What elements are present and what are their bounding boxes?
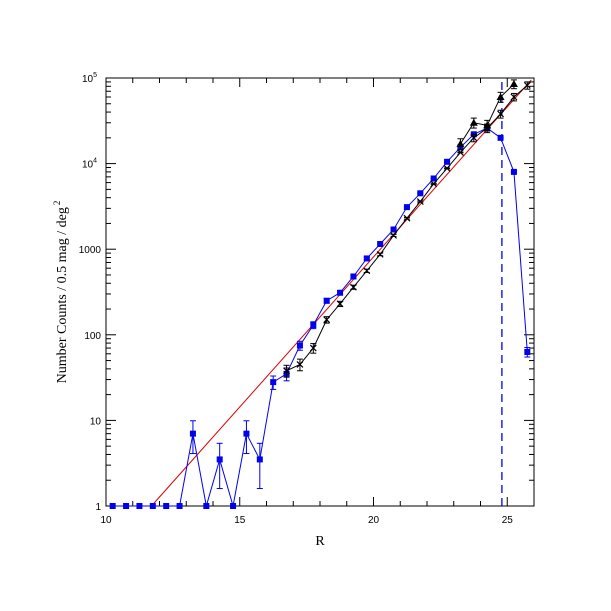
data-point bbox=[496, 92, 505, 100]
data-point bbox=[524, 348, 531, 355]
data-point bbox=[296, 361, 304, 368]
y-tick-label: 1000 bbox=[79, 245, 102, 256]
data-point bbox=[189, 430, 196, 437]
svg-text:Number Counts / 0.5 mag / deg2: Number Counts / 0.5 mag / deg2 bbox=[52, 201, 70, 384]
data-point bbox=[296, 342, 303, 349]
x-tick-label: 20 bbox=[368, 515, 380, 526]
data-point bbox=[363, 267, 371, 275]
data-point bbox=[363, 255, 370, 262]
data-point bbox=[430, 180, 438, 188]
data-point bbox=[283, 367, 290, 375]
data-point bbox=[416, 198, 424, 206]
data-point bbox=[457, 149, 464, 156]
data-point bbox=[149, 503, 156, 509]
series-cross bbox=[283, 81, 531, 378]
series-triangle bbox=[456, 79, 518, 151]
data-point bbox=[470, 134, 478, 142]
data-point bbox=[270, 379, 277, 386]
data-point bbox=[390, 226, 397, 233]
y-tick-label: 104 bbox=[82, 158, 97, 171]
data-point bbox=[377, 241, 384, 248]
y-tick-label: 10 bbox=[90, 416, 102, 427]
plot-area: 10 15 20 25 1 10 100 1000 104 105 bbox=[79, 72, 535, 526]
data-point bbox=[483, 121, 492, 129]
x-tick-label: 15 bbox=[234, 515, 246, 526]
data-point bbox=[310, 322, 317, 329]
series-line bbox=[286, 84, 528, 372]
data-point bbox=[323, 316, 331, 324]
data-point bbox=[403, 214, 411, 222]
data-point bbox=[430, 175, 437, 182]
data-point bbox=[256, 456, 263, 463]
series-line bbox=[460, 83, 515, 145]
data-point bbox=[123, 503, 130, 509]
x-axis-label: R bbox=[315, 534, 325, 549]
data-point bbox=[376, 250, 384, 258]
data-point bbox=[243, 430, 250, 437]
data-point bbox=[203, 503, 210, 509]
data-point bbox=[523, 81, 531, 89]
data-point bbox=[417, 190, 424, 197]
data-point bbox=[403, 204, 410, 211]
data-point bbox=[509, 80, 518, 88]
minor-ticks bbox=[106, 78, 535, 506]
data-point bbox=[469, 118, 478, 126]
data-point bbox=[109, 503, 116, 509]
data-point bbox=[443, 164, 451, 172]
data-point bbox=[456, 139, 465, 147]
data-point bbox=[309, 344, 317, 352]
data-point bbox=[230, 503, 237, 509]
x-tick-label: 25 bbox=[502, 515, 514, 526]
y-axis-label-exponent: 2 bbox=[52, 201, 62, 206]
data-point bbox=[176, 503, 183, 509]
data-point bbox=[390, 231, 397, 239]
data-point bbox=[444, 158, 451, 165]
y-axis-label: Number Counts / 0.5 mag / deg2 bbox=[52, 201, 70, 384]
major-ticks bbox=[105, 77, 534, 507]
series-layer bbox=[109, 79, 531, 509]
data-point bbox=[497, 110, 504, 118]
data-point bbox=[216, 456, 223, 463]
data-point bbox=[510, 168, 517, 175]
data-point bbox=[497, 134, 504, 141]
data-point bbox=[337, 289, 344, 296]
y-tick-label: 100 bbox=[84, 331, 101, 342]
data-point bbox=[336, 300, 344, 308]
y-axis-label-text: Number Counts / 0.5 mag / deg bbox=[55, 207, 70, 383]
tick-labels: 10 15 20 25 1 10 100 1000 104 105 bbox=[79, 72, 513, 526]
data-point bbox=[136, 503, 143, 509]
data-point bbox=[323, 297, 330, 304]
data-point bbox=[163, 503, 170, 509]
y-tick-label: 1 bbox=[95, 502, 101, 513]
data-point bbox=[350, 273, 357, 280]
data-point bbox=[510, 93, 518, 101]
x-tick-label: 10 bbox=[100, 515, 112, 526]
y-tick-label: 105 bbox=[82, 72, 97, 85]
data-point bbox=[350, 283, 357, 291]
